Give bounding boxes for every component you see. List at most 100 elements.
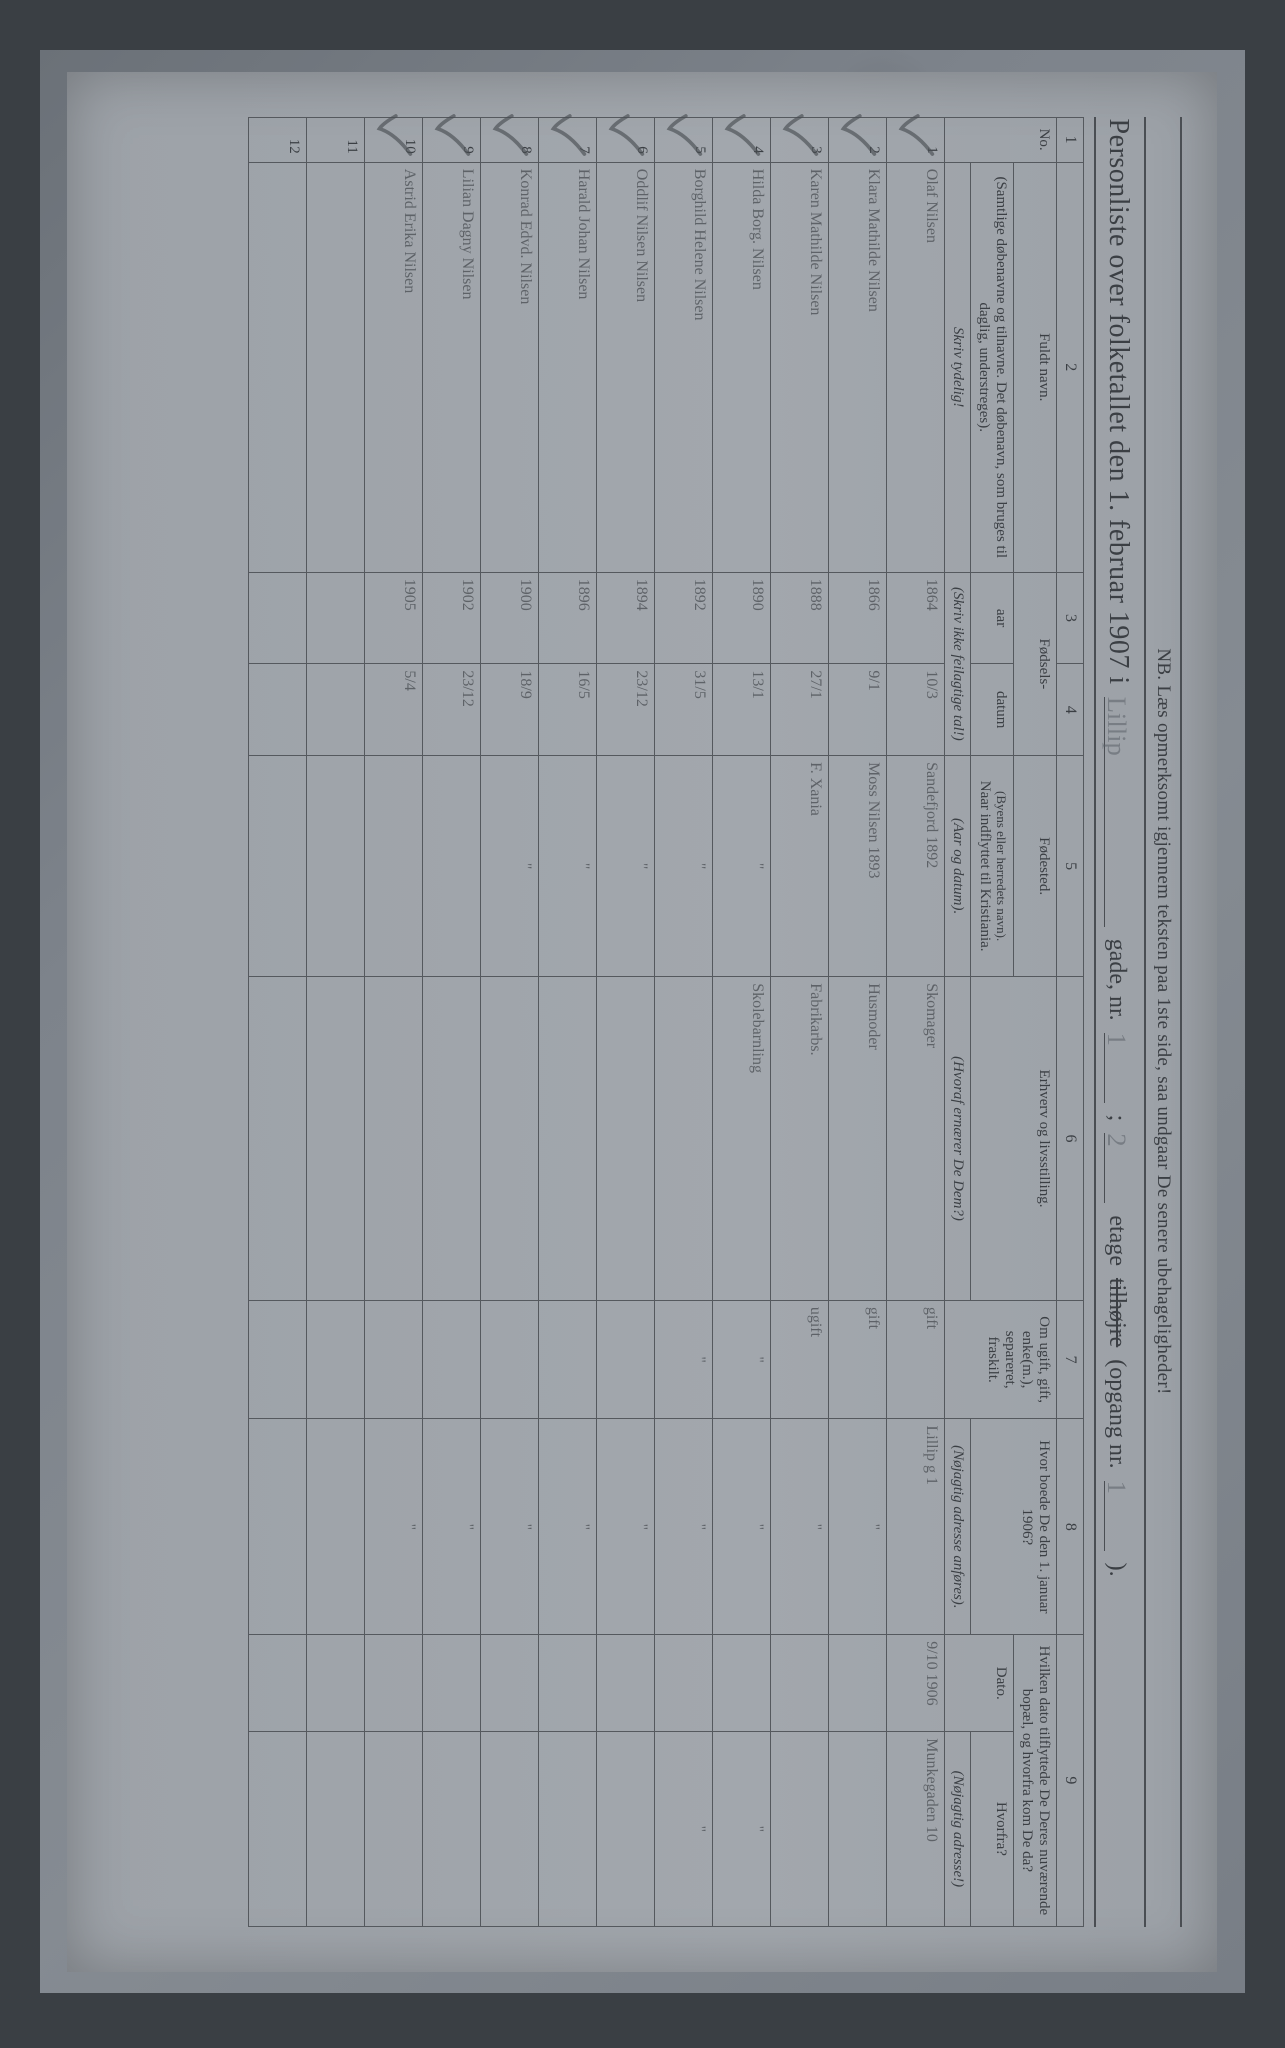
cell-name: Olaf Nilsen: [887, 162, 945, 572]
cell-residence: ": [771, 1419, 829, 1635]
hint-name: Skriv tydelig!: [945, 162, 971, 572]
table-row: 5Borghild Helene Nilsen189231/5"""": [655, 117, 713, 1926]
cell-birth-year: 1905: [365, 572, 423, 664]
head-born-year: aar: [971, 572, 1014, 664]
cell-birthplace: Moss Nilsen 1893: [829, 756, 887, 977]
cell-moved-date: [249, 1635, 307, 1732]
cell-birthplace: ": [655, 756, 713, 977]
coln-7: 7: [1057, 1300, 1084, 1419]
cell-birth-date: 16/5: [539, 664, 597, 756]
cell-moved-from: [249, 1732, 307, 1926]
table-row: 10Astrid Erika Nilsen19055/4": [365, 117, 423, 1926]
head-born: Fødsels-: [1014, 572, 1057, 755]
hint-moved-from: (Nøjagtig adresse!): [945, 1732, 971, 1926]
cell-residence: ": [365, 1419, 423, 1635]
head-birthplace: Fødested.: [1014, 756, 1057, 977]
table-row: 4Hilda Borg. Nilsen189013/1"Skolebarnlin…: [713, 117, 771, 1926]
top-note: NB. Læs opmerksomt igjennem teksten paa …: [1145, 117, 1183, 1927]
row-number: 1: [887, 117, 945, 162]
row-number: 6: [597, 117, 655, 162]
cell-name: [249, 162, 307, 572]
head-no: No.: [945, 117, 1057, 162]
table-row: 2Klara Mathilde Nilsen18669/1Moss Nilsen…: [829, 117, 887, 1926]
col-number-row: 1 2 3 4 5 6 7 8 9: [1057, 117, 1084, 1926]
semicolon: ;: [1104, 1115, 1131, 1122]
title-line: Personliste over folketallet den 1. febr…: [1095, 117, 1145, 1927]
street-blank: Lillip: [1104, 697, 1135, 927]
row-number: 8: [481, 117, 539, 162]
table-row: 1Olaf Nilsen186410/3Sandefjord 1892Skoma…: [887, 117, 945, 1926]
row-number: 4: [713, 117, 771, 162]
checkmark-icon: [665, 112, 705, 158]
cell-occupation: [423, 977, 481, 1301]
table-head: 1 2 3 4 5 6 7 8 9 No. Fuldt navn. Fødsel…: [945, 117, 1084, 1926]
title-main: Personliste over folketallet den 1. febr…: [1103, 119, 1135, 685]
head-birthplace-sub: (Byens eller herredets navn). Naar indfl…: [971, 756, 1014, 977]
cell-birth-year: 1890: [713, 572, 771, 664]
cell-moved-date: [713, 1635, 771, 1732]
cell-birth-date: 9/1: [829, 664, 887, 756]
cell-occupation: Fabrikarbs.: [771, 977, 829, 1301]
cell-occupation: [481, 977, 539, 1301]
cell-birthplace: [249, 756, 307, 977]
cell-birthplace: [423, 756, 481, 977]
checkmark-icon: [839, 112, 879, 158]
cell-occupation: [539, 977, 597, 1301]
cell-moved-date: [539, 1635, 597, 1732]
etage-blank: 2: [1104, 1133, 1135, 1203]
cell-residence: ": [539, 1419, 597, 1635]
cell-marital: ugift: [771, 1300, 829, 1419]
head-occupation: Erhverv og livsstilling.: [971, 977, 1057, 1301]
cell-marital: [539, 1300, 597, 1419]
cell-name: Borghild Helene Nilsen: [655, 162, 713, 572]
cell-birth-year: 1900: [481, 572, 539, 664]
cell-marital: ": [655, 1300, 713, 1419]
hint-birthplace: (Aar og datum).: [945, 756, 971, 977]
cell-birthplace: F. Xania: [771, 756, 829, 977]
cell-name: Karen Mathilde Nilsen: [771, 162, 829, 572]
row-number: 2: [829, 117, 887, 162]
row-number: 10: [365, 117, 423, 162]
cell-marital: [423, 1300, 481, 1419]
hint-born: (Skriv ikke feilagtige tal!): [945, 572, 971, 755]
cell-birth-year: 1892: [655, 572, 713, 664]
table-row: 8Konrad Edvd. Nilsen190018/9"": [481, 117, 539, 1926]
cell-occupation: [365, 977, 423, 1301]
table-row: 3Karen Mathilde Nilsen188827/1F. XaniaFa…: [771, 117, 829, 1926]
head-moved: Hvilken dato tilflyttede De Deres nuvære…: [1014, 1635, 1057, 1926]
cell-residence: ": [829, 1419, 887, 1635]
cell-moved-from: [539, 1732, 597, 1926]
cell-moved-from: [597, 1732, 655, 1926]
cell-marital: [249, 1300, 307, 1419]
cell-birth-year: 1864: [887, 572, 945, 664]
head-residence: Hvor boede De den 1. januar 1906?: [971, 1419, 1057, 1635]
table-row: 9Lilian Dagny Nilsen190223/12": [423, 117, 481, 1926]
cell-birth-date: 18/9: [481, 664, 539, 756]
cell-birthplace: ": [713, 756, 771, 977]
cell-moved-from: [481, 1732, 539, 1926]
checkmark-icon: [549, 112, 589, 158]
cell-name: Astrid Erika Nilsen: [365, 162, 423, 572]
cell-occupation: [655, 977, 713, 1301]
head-moved-date: Dato.: [945, 1635, 1014, 1732]
coln-4: 4: [1057, 664, 1084, 756]
cell-residence: ": [423, 1419, 481, 1635]
top-note-text: NB. Læs opmerksomt igjennem teksten paa …: [1153, 648, 1175, 1394]
cell-birthplace: ": [597, 756, 655, 977]
cell-birth-date: [249, 664, 307, 756]
cell-name: Lilian Dagny Nilsen: [423, 162, 481, 572]
table-row: 12: [249, 117, 307, 1926]
table-row: 11: [307, 117, 365, 1926]
cell-birth-year: 1888: [771, 572, 829, 664]
checkmark-icon: [781, 112, 821, 158]
cell-birthplace: ": [481, 756, 539, 977]
cell-residence: [307, 1419, 365, 1635]
cell-moved-from: [829, 1732, 887, 1926]
cell-birth-year: 1902: [423, 572, 481, 664]
cell-marital: gift: [887, 1300, 945, 1419]
cell-moved-from: [307, 1732, 365, 1926]
hint-residence: (Nøjagtig adresse anføres).: [945, 1419, 971, 1635]
opgang-hand: 1: [1103, 1481, 1133, 1494]
cell-moved-date: [365, 1635, 423, 1732]
street-handwritten: Lillip: [1103, 697, 1133, 756]
